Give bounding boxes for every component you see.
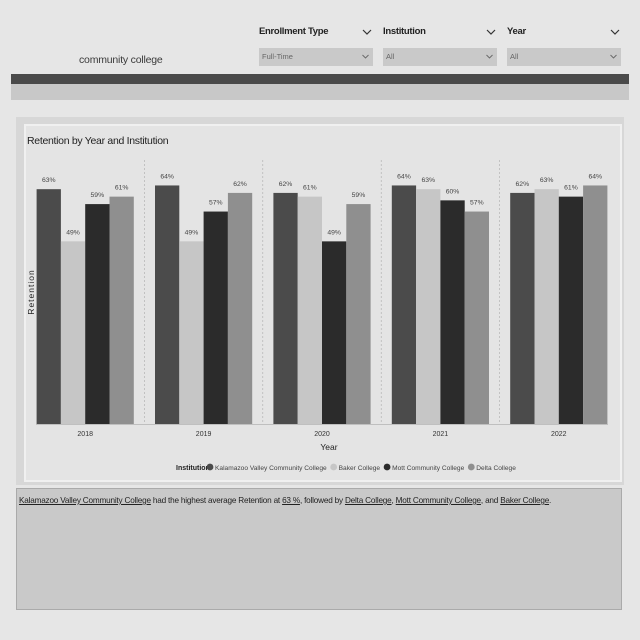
insight-value[interactable]: 63 % <box>282 496 300 505</box>
bar <box>227 192 253 424</box>
data-label: 49% <box>66 229 80 236</box>
bar <box>155 185 180 424</box>
data-label: 49% <box>185 229 199 236</box>
header-band-light <box>11 84 629 100</box>
insight-segment: , and <box>480 496 501 505</box>
retention-bar-chart[interactable]: 63% 49% 59% 61% 2018 64% 49% 57% 62% 2019 62% 61% 49… <box>0 0 640 490</box>
data-label: 62% <box>516 181 530 188</box>
header-band <box>11 74 629 84</box>
chevron-down-icon[interactable] <box>361 26 373 38</box>
x-tick-label: 2022 <box>551 431 567 438</box>
enrollment-type-slicer[interactable]: Enrollment Type Full-Time <box>259 26 373 66</box>
bar <box>203 211 228 424</box>
bar <box>440 200 465 424</box>
chevron-down-icon[interactable] <box>609 26 621 38</box>
data-label: 64% <box>160 173 174 180</box>
data-label: 63% <box>42 177 56 184</box>
bar <box>179 241 204 424</box>
year-label: Year <box>507 26 526 37</box>
data-label: 64% <box>397 173 411 180</box>
bar <box>346 204 371 424</box>
year-slicer[interactable]: Year All <box>507 26 621 66</box>
x-tick-label: 2020 <box>314 431 330 438</box>
institution-slicer[interactable]: Institution All <box>383 26 497 66</box>
x-tick-label: 2021 <box>433 431 449 438</box>
insight-panel <box>16 488 622 610</box>
legend-label: Baker College <box>339 465 381 472</box>
insight-segment: had the highest average Retention at <box>150 496 283 505</box>
insight-segment: , followed by <box>299 496 345 505</box>
logo-text: community college <box>79 54 163 66</box>
chevron-down-icon <box>486 54 493 59</box>
bar <box>416 189 441 424</box>
bar <box>510 192 535 424</box>
insight-link-kalamazoo[interactable]: Kalamazoo Valley Community College <box>19 496 151 505</box>
legend-label: Mott Community College <box>392 465 465 472</box>
bar <box>558 196 584 424</box>
institution-dropdown[interactable]: All <box>383 48 497 66</box>
insight-link-delta[interactable]: Delta College <box>344 496 392 505</box>
chevron-down-icon <box>362 54 369 59</box>
bar <box>583 185 608 424</box>
data-label: 63% <box>540 177 554 184</box>
bar <box>109 196 134 424</box>
legend-marker <box>383 463 391 471</box>
enrollment-type-label: Enrollment Type <box>259 26 329 37</box>
chevron-down-icon <box>610 54 617 59</box>
legend-label: Kalamazoo Valley Community College <box>215 465 327 472</box>
institution-label: Institution <box>383 26 426 37</box>
x-tick-label: 2018 <box>77 431 93 438</box>
legend-marker <box>206 463 214 471</box>
bar <box>322 241 347 424</box>
data-label: 49% <box>327 229 341 236</box>
insight-segment: . <box>549 496 552 505</box>
bar <box>297 196 322 424</box>
enrollment-type-dropdown[interactable]: Full-Time <box>259 48 373 66</box>
data-label: 62% <box>233 181 247 188</box>
institution-value: All <box>386 52 395 61</box>
chevron-down-icon[interactable] <box>485 26 497 38</box>
chart-title: Retention by Year and Institution <box>27 135 169 147</box>
bar <box>534 189 559 424</box>
bar <box>464 211 489 424</box>
data-label: 59% <box>91 192 105 199</box>
legend-title: Institution <box>176 465 210 472</box>
x-axis-title: Year <box>320 442 337 452</box>
data-label: 60% <box>446 188 460 195</box>
insight-segment: , <box>391 496 396 505</box>
insight-link-mott[interactable]: Mott Community College <box>395 496 481 505</box>
data-label: 62% <box>279 181 293 188</box>
bar <box>391 185 417 424</box>
legend-marker <box>330 463 338 471</box>
y-axis-title: Retention <box>26 269 36 314</box>
data-label: 64% <box>588 173 602 180</box>
bar <box>60 241 86 424</box>
data-label: 57% <box>470 200 484 207</box>
data-label: 63% <box>421 177 435 184</box>
enrollment-type-value: Full-Time <box>262 52 293 61</box>
data-label: 59% <box>352 192 366 199</box>
data-label: 61% <box>564 185 578 192</box>
insight-link-baker[interactable]: Baker College <box>500 496 550 505</box>
data-label: 57% <box>209 200 223 207</box>
data-label: 61% <box>303 185 317 192</box>
x-tick-label: 2019 <box>196 431 212 438</box>
bar <box>36 189 61 424</box>
insight-text: Kalamazoo Valley Community College had t… <box>19 496 551 505</box>
legend-label: Delta College <box>476 465 516 472</box>
year-value: All <box>510 52 519 61</box>
bar <box>273 192 298 424</box>
legend-marker <box>467 463 475 471</box>
year-dropdown[interactable]: All <box>507 48 621 66</box>
data-label: 61% <box>115 185 129 192</box>
bar <box>85 204 110 424</box>
